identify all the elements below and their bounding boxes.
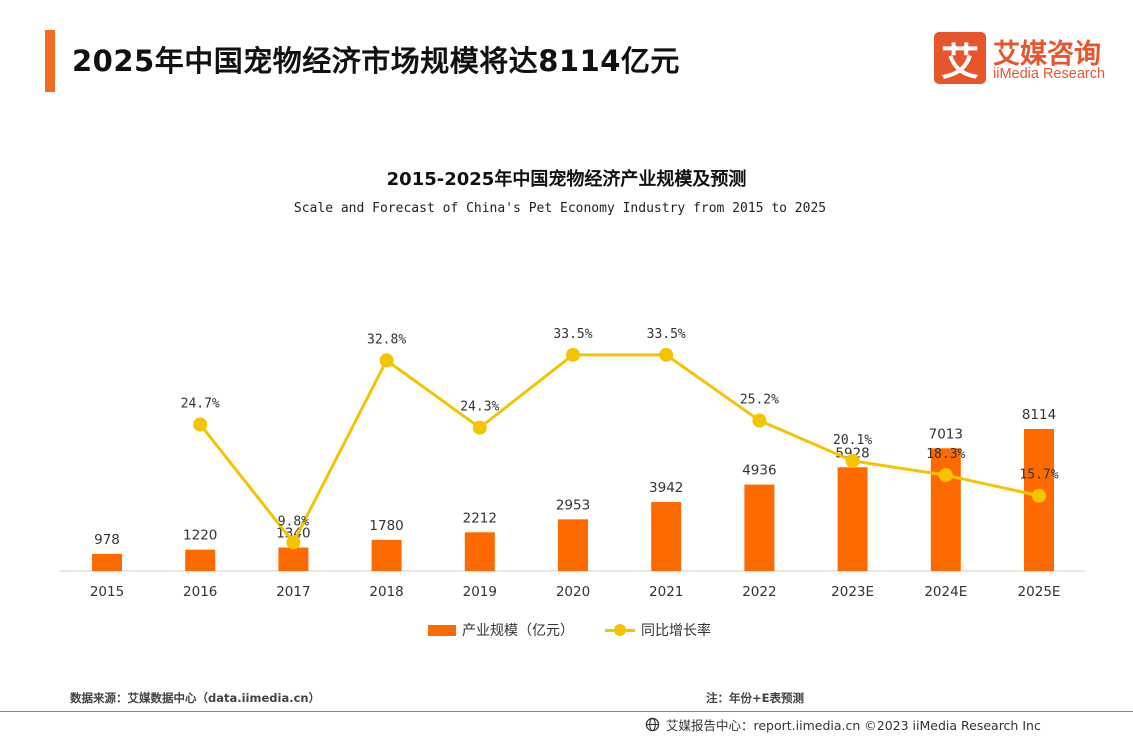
bar-label-2019: 2212	[463, 510, 497, 526]
x-tick-2025E: 2025E	[1018, 584, 1061, 600]
growth-label-2019: 24.3%	[460, 400, 499, 415]
bar-2016	[185, 549, 216, 571]
bar-label-2018: 1780	[369, 518, 403, 534]
x-tick-2016: 2016	[183, 584, 217, 600]
growth-point-2017	[286, 535, 301, 550]
title-accent-bar	[45, 30, 55, 92]
growth-label-2024E: 18.3%	[926, 447, 965, 462]
x-tick-2018: 2018	[369, 584, 403, 600]
growth-label-2021: 33.5%	[647, 327, 686, 342]
growth-point-2021	[659, 347, 674, 362]
growth-rate-line	[199, 353, 1040, 544]
bar-2015	[92, 553, 122, 571]
logo-en-text: iiMedia Research	[993, 66, 1106, 82]
logo-cn-text: 艾媒咨询	[993, 39, 1101, 70]
bar-2017	[278, 547, 309, 571]
x-tick-2017: 2017	[276, 584, 310, 600]
legend-label-bar: 产业规模（亿元）	[462, 623, 574, 639]
forecast-note: 注：年份+E表预测	[706, 691, 804, 705]
x-tick-2019: 2019	[463, 584, 497, 600]
growth-label-2023E: 20.1%	[833, 433, 872, 448]
growth-label-2022: 25.2%	[740, 393, 779, 408]
growth-label-2017: 9.8%	[278, 514, 309, 529]
bar-label-2022: 4936	[742, 463, 776, 479]
legend-item-line: 同比增长率	[605, 620, 711, 640]
growth-label-2020: 33.5%	[553, 327, 592, 342]
growth-label-2018: 32.8%	[367, 332, 406, 347]
legend-label-line: 同比增长率	[641, 623, 711, 639]
legend-item-bar: 产业规模（亿元）	[428, 620, 574, 640]
brand-logo: 艾 艾媒咨询 iiMedia Research	[934, 32, 1119, 88]
bar-2019	[464, 532, 495, 571]
growth-point-2022	[752, 413, 767, 428]
bar-2018	[371, 539, 402, 571]
page-title: 2025年中国宠物经济市场规模将达8114亿元	[72, 44, 680, 78]
x-tick-2020: 2020	[556, 584, 590, 600]
bar-label-2015: 978	[94, 532, 120, 548]
bar-label-2024E: 7013	[929, 426, 963, 442]
footer-copyright: 艾媒报告中心：report.iimedia.cn ©2023 iiMedia R…	[666, 718, 1041, 733]
footer: 艾媒报告中心：report.iimedia.cn ©2023 iiMedia R…	[645, 715, 1041, 734]
bar-2020	[558, 519, 588, 571]
growth-point-2018	[379, 353, 394, 368]
growth-point-2024E	[938, 468, 953, 483]
bar-label-2025E: 8114	[1022, 407, 1056, 423]
logo-icon: 艾	[934, 32, 986, 84]
x-tick-2023E: 2023E	[831, 584, 874, 600]
bar-2024E	[930, 448, 961, 571]
growth-label-2025E: 15.7%	[1019, 468, 1058, 483]
x-tick-2022: 2022	[742, 584, 776, 600]
chart-legend: 产业规模（亿元） 同比增长率	[0, 620, 1133, 642]
growth-point-2019	[472, 420, 487, 435]
bar-2022	[744, 484, 775, 571]
legend-line-swatch	[605, 623, 635, 637]
growth-point-2020	[566, 347, 580, 362]
footer-divider	[0, 711, 1133, 712]
data-source: 数据来源：艾媒数据中心（data.iimedia.cn）	[70, 691, 321, 705]
growth-point-2016	[193, 417, 208, 432]
x-tick-2015: 2015	[90, 584, 124, 600]
x-tick-2024E: 2024E	[924, 584, 967, 600]
growth-point-2025E	[1032, 488, 1046, 503]
chart-subtitle: Scale and Forecast of China's Pet Econom…	[293, 201, 827, 216]
bar-label-2021: 3942	[649, 480, 683, 496]
growth-point-2023E	[845, 453, 860, 468]
bar-2021	[651, 502, 682, 571]
bar-label-2020: 2953	[556, 497, 590, 513]
bar-label-2016: 1220	[183, 528, 217, 544]
globe-icon	[645, 717, 660, 732]
chart-title: 2015-2025年中国宠物经济产业规模及预测	[386, 169, 747, 190]
x-tick-2021: 2021	[649, 584, 683, 600]
bar-2023E	[837, 467, 868, 571]
growth-label-2016: 24.7%	[181, 396, 220, 411]
legend-bar-swatch	[428, 624, 456, 636]
